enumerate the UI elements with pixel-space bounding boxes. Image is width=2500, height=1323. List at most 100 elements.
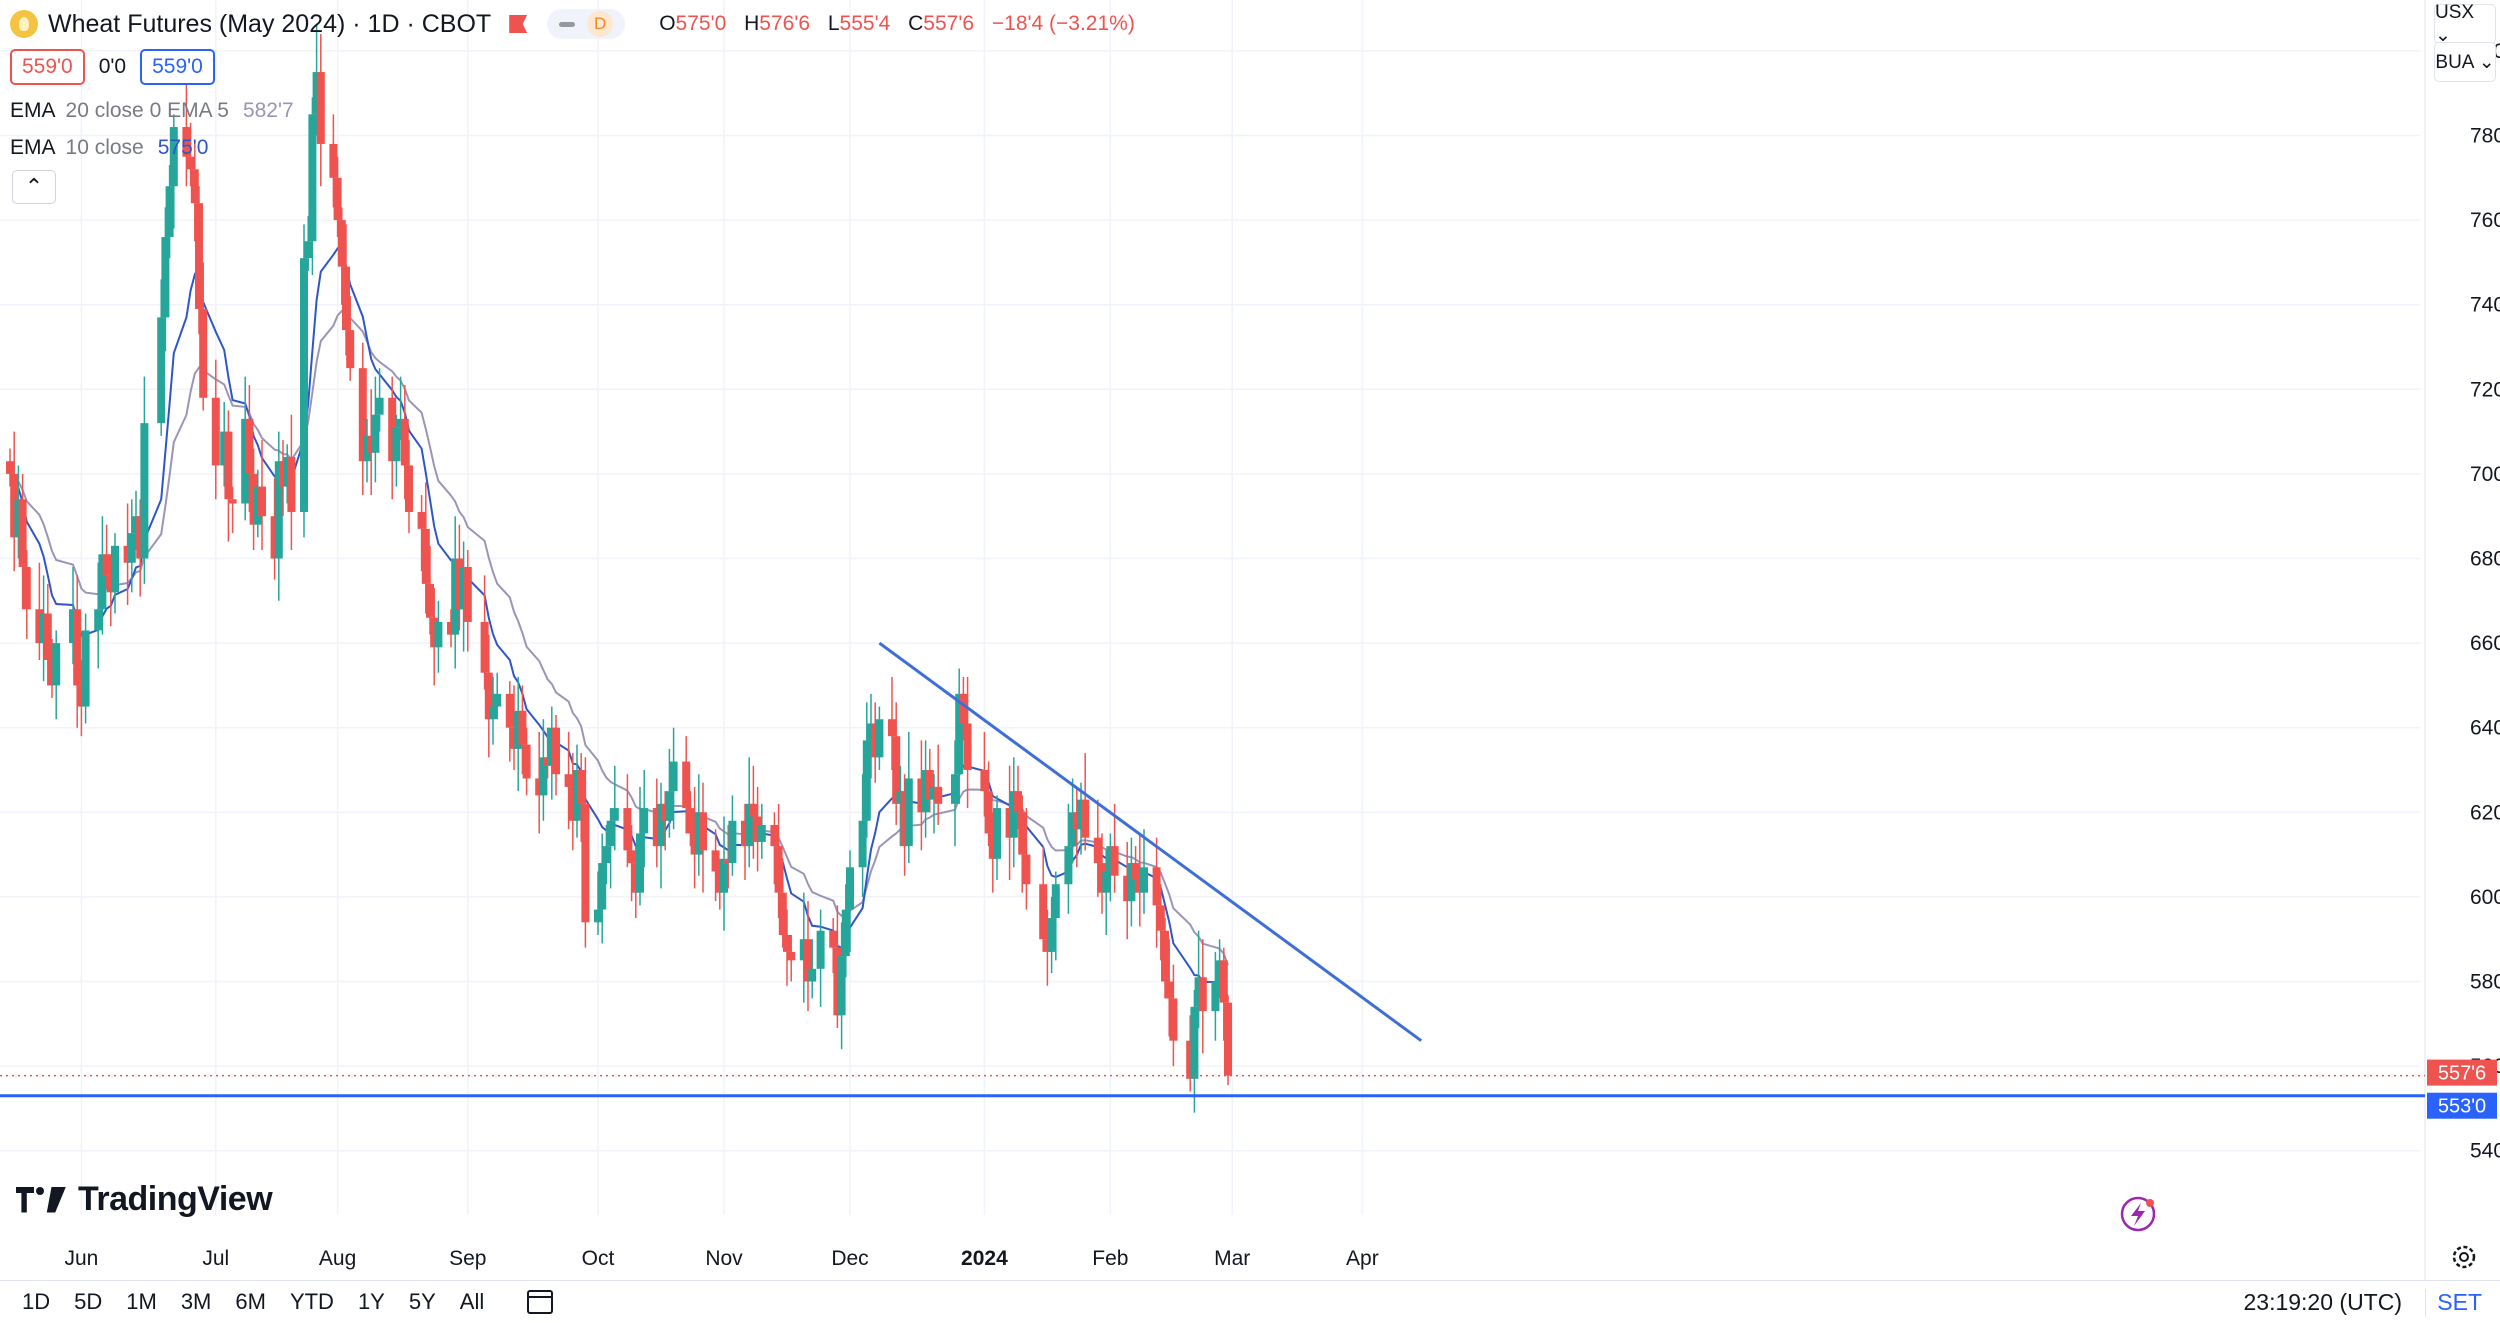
candle-body xyxy=(606,820,615,847)
horizontal-line-label[interactable]: 553'0 xyxy=(2438,1096,2486,1118)
candle-body xyxy=(720,858,728,893)
candle-body xyxy=(199,308,208,398)
time-axis[interactable]: Jun Jul Aug Sep Oct Nov Dec 2024 Feb Mar Apr xyxy=(64,1196,2476,1270)
chart-title[interactable]: Wheat Futures (May 2024) · 1D · CBOT xyxy=(48,9,492,38)
tradingview-logo[interactable]: TradingView xyxy=(16,1180,273,1219)
candle-body xyxy=(846,867,854,910)
candle-body xyxy=(602,846,611,864)
flag-icon[interactable] xyxy=(509,15,528,33)
range-button-1y[interactable]: 1Y xyxy=(357,1289,385,1314)
range-button-ytd[interactable]: YTD xyxy=(289,1289,334,1314)
candle-body xyxy=(728,820,737,864)
indicator-legend-ema-10[interactable]: EMA 10 close 575'0 xyxy=(10,132,208,164)
candle-body xyxy=(951,774,959,804)
candle-body xyxy=(300,258,308,512)
candle-body xyxy=(367,435,376,453)
candle-body xyxy=(363,435,371,462)
candle-body xyxy=(984,791,993,834)
candle-body xyxy=(917,778,926,813)
candle-body xyxy=(241,418,250,504)
unit-selector[interactable]: BUA ⌄ xyxy=(2434,42,2496,82)
candle-body xyxy=(799,939,808,961)
range-button-5d[interactable]: 5D xyxy=(74,1289,103,1314)
range-button-1d[interactable]: 1D xyxy=(22,1289,51,1314)
candle-body xyxy=(1135,879,1144,893)
indicator-value: 575'0 xyxy=(157,136,209,159)
candle-body xyxy=(1047,918,1056,952)
range-button-5y[interactable]: 5Y xyxy=(408,1289,436,1314)
buy-price-button[interactable]: 559'0 xyxy=(140,49,215,85)
collapse-legend-button[interactable]: ⌃ xyxy=(12,170,56,204)
range-button-1m[interactable]: 1M xyxy=(126,1289,157,1314)
candle-body xyxy=(1093,837,1102,864)
candle-body xyxy=(480,621,489,673)
candle-body xyxy=(1198,977,1207,1012)
go-to-date-icon[interactable] xyxy=(527,1290,554,1314)
candle-body xyxy=(1194,977,1203,1007)
candle-body xyxy=(1009,791,1018,838)
indicator-value: 582'7 xyxy=(242,99,294,122)
candle-body xyxy=(669,761,678,792)
candle-body xyxy=(434,621,443,648)
candle-body xyxy=(249,473,258,525)
candle-body xyxy=(132,516,140,534)
currency-selector[interactable]: USX ⌄ xyxy=(2434,2,2496,46)
candle-body xyxy=(451,558,460,635)
candle-body xyxy=(279,461,287,487)
candle-body xyxy=(1161,930,1169,982)
range-button-3m[interactable]: 3M xyxy=(180,1289,212,1314)
candle-body xyxy=(749,803,758,817)
candle-body xyxy=(900,791,909,847)
indicator-legend-ema-20[interactable]: EMA 20 close 0 EMA 5 582'7 xyxy=(10,95,294,127)
candle-body xyxy=(741,820,749,847)
candle-body xyxy=(127,533,136,563)
candle-body xyxy=(1022,854,1031,885)
settings-icon[interactable] xyxy=(2452,1245,2476,1269)
candle-body xyxy=(1123,875,1132,902)
session-settings-button[interactable]: SET xyxy=(2437,1288,2482,1315)
candle-body xyxy=(1039,884,1048,940)
candle-body xyxy=(594,909,602,923)
candle-body xyxy=(43,613,52,661)
candle-body xyxy=(694,812,703,855)
sell-price-button[interactable]: 559'0 xyxy=(10,49,85,85)
candle-body xyxy=(304,241,313,259)
candle-body xyxy=(543,757,552,766)
candle-body xyxy=(463,566,472,622)
candle-body xyxy=(581,803,590,923)
range-button-all[interactable]: All xyxy=(459,1289,485,1314)
candle-body xyxy=(1110,846,1119,876)
range-button-6m[interactable]: 6M xyxy=(235,1289,266,1314)
chevron-up-icon: ⌃ xyxy=(24,174,44,199)
candle-body xyxy=(459,566,468,610)
candle-body xyxy=(1064,846,1073,885)
candle-body xyxy=(753,816,762,842)
close-value: 557'6 xyxy=(923,12,975,35)
settings-icon-center xyxy=(2459,1252,2469,1262)
brand-name: TradingView xyxy=(78,1180,273,1218)
high-value: 576'6 xyxy=(759,12,811,35)
candle-body xyxy=(316,72,325,144)
candle-body xyxy=(455,558,464,610)
last-price-label[interactable]: 557'6 xyxy=(2438,1063,2486,1085)
toolbar-divider xyxy=(2425,1289,2426,1317)
candle-body xyxy=(564,774,573,787)
candle-body xyxy=(1165,981,1174,999)
candle-body xyxy=(535,778,544,796)
price-axis[interactable]: 540'0560'0580'0600'0620'0640'0660'0680'0… xyxy=(2427,40,2500,1163)
market-status-pill[interactable]: D xyxy=(547,9,626,39)
horizontal-line-label-bg[interactable] xyxy=(2427,1092,2497,1119)
candle-body xyxy=(955,693,964,775)
last-price-label-bg[interactable] xyxy=(2427,1059,2497,1086)
candle-body xyxy=(1131,863,1140,880)
candle-body xyxy=(1014,791,1022,813)
candle-body xyxy=(980,770,989,792)
candle-body xyxy=(652,808,661,847)
time-tick-label: Apr xyxy=(1346,1247,1379,1270)
candle-body xyxy=(6,461,14,474)
candle-body xyxy=(123,545,132,563)
clock-time[interactable]: 23:19:20 (UTC) xyxy=(2243,1288,2402,1315)
candle-body xyxy=(1219,960,1228,1003)
candle-body xyxy=(661,803,670,821)
